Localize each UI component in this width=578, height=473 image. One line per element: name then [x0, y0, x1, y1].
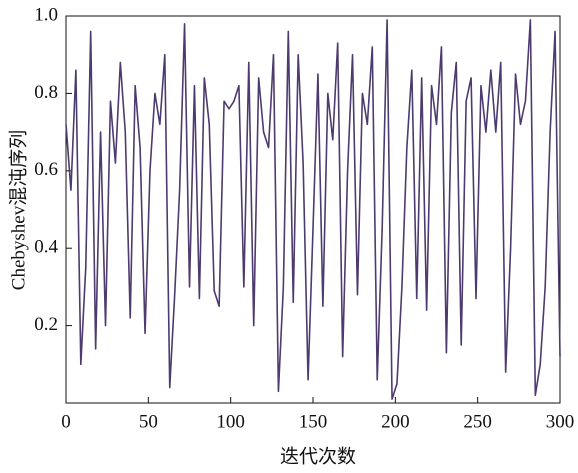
- y-tick-label: 1.0: [34, 4, 58, 25]
- y-tick-label: 0.4: [34, 237, 58, 258]
- x-tick-label: 300: [546, 411, 575, 432]
- y-tick-label: 0.2: [34, 314, 58, 335]
- x-tick-label: 100: [216, 411, 245, 432]
- x-tick-label: 200: [381, 411, 410, 432]
- x-tick-label: 0: [61, 411, 71, 432]
- data-line: [65, 19, 561, 400]
- y-tick-label: 0.6: [34, 159, 58, 180]
- x-tick-label: 150: [299, 411, 328, 432]
- x-tick-label: 250: [463, 411, 492, 432]
- x-axis-label: 迭代次数: [280, 445, 356, 467]
- y-axis-label: Chebyshev混沌序列: [7, 130, 29, 290]
- x-tick-label: 50: [139, 411, 158, 432]
- y-tick-label: 0.8: [34, 82, 58, 103]
